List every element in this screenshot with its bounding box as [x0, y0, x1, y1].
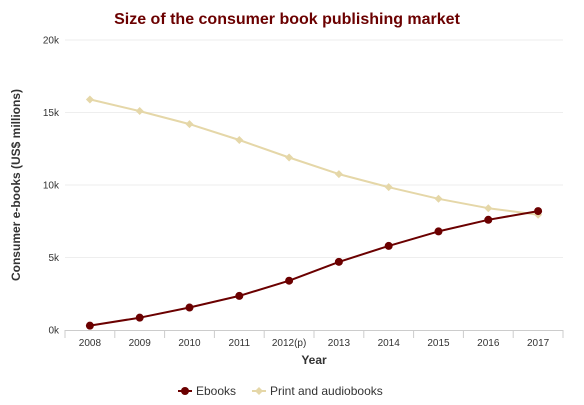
- x-tick-label: 2015: [427, 338, 450, 349]
- data-point[interactable]: [285, 153, 294, 162]
- x-tick-label: 2013: [328, 338, 351, 349]
- y-tick-label: 20k: [43, 36, 60, 47]
- series-layer: [85, 95, 543, 330]
- data-point[interactable]: [534, 207, 543, 216]
- legend-marker: [255, 387, 263, 395]
- data-point[interactable]: [85, 321, 94, 330]
- x-tick-label: 2017: [527, 338, 550, 349]
- axes: 0k 5k 10k 15k 20k 2008 2009 2010 2011 2012(p) 2013…: [43, 36, 564, 349]
- data-point[interactable]: [285, 276, 294, 285]
- y-tick-label: 15k: [43, 108, 60, 119]
- y-tick-label: 10k: [43, 181, 60, 192]
- x-tick-label: 2009: [129, 338, 152, 349]
- series-line: [89, 98, 539, 216]
- legend-item[interactable]: Print and audiobooks: [252, 384, 383, 398]
- legend-label: Ebooks: [196, 384, 236, 398]
- x-tick-label: 2016: [477, 338, 500, 349]
- x-tick-label: 2010: [178, 338, 201, 349]
- data-point[interactable]: [135, 107, 144, 116]
- data-point[interactable]: [85, 95, 94, 104]
- data-point[interactable]: [434, 227, 443, 236]
- legend: Ebooks Print and audiobooks: [178, 384, 383, 398]
- chart-title: Size of the consumer book publishing mar…: [114, 11, 461, 28]
- data-point[interactable]: [135, 313, 144, 322]
- y-tick-label: 5k: [48, 253, 60, 264]
- x-tick-label: 2011: [229, 338, 251, 349]
- x-tick-label: 2008: [79, 338, 102, 349]
- data-point[interactable]: [334, 170, 343, 179]
- data-point[interactable]: [384, 241, 393, 250]
- x-tick-label: 2014: [378, 338, 401, 349]
- data-point[interactable]: [185, 303, 194, 312]
- series-ebooks: [85, 207, 543, 330]
- data-point[interactable]: [434, 194, 443, 203]
- data-point[interactable]: [235, 291, 244, 300]
- data-point[interactable]: [484, 215, 493, 224]
- grid: [65, 39, 563, 258]
- legend-item[interactable]: Ebooks: [178, 384, 236, 398]
- series-print-and-audiobooks: [85, 95, 543, 219]
- legend-marker: [181, 387, 189, 395]
- data-point[interactable]: [334, 257, 343, 266]
- data-point[interactable]: [185, 120, 194, 129]
- data-point[interactable]: [235, 136, 244, 145]
- data-point[interactable]: [384, 183, 393, 192]
- y-tick-label: 0k: [48, 326, 60, 337]
- series-line: [89, 210, 539, 327]
- y-axis-title: Consumer e-books (US$ millions): [9, 89, 23, 281]
- x-axis-title: Year: [301, 353, 327, 367]
- x-tick-label: 2012(p): [272, 338, 306, 349]
- data-point[interactable]: [484, 204, 493, 213]
- legend-label: Print and audiobooks: [270, 384, 383, 398]
